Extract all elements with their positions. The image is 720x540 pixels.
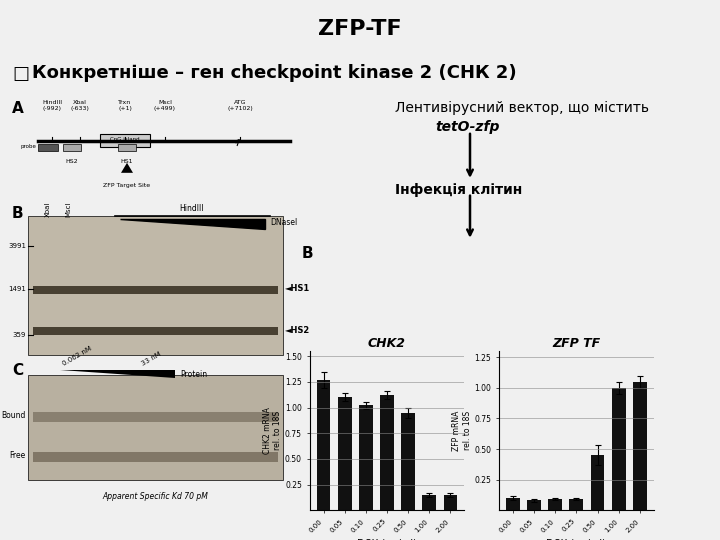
Bar: [527, 501, 541, 510]
X-axis label: DOX (ng/ml): DOX (ng/ml): [357, 539, 417, 540]
Text: tetO-zfp: tetO-zfp: [435, 120, 500, 134]
Y-axis label: ZFP mRNA
rel. to 18S: ZFP mRNA rel. to 18S: [452, 410, 472, 451]
Text: 3991: 3991: [8, 242, 26, 248]
Bar: [118, 144, 136, 151]
Bar: [401, 413, 415, 510]
Bar: [33, 412, 278, 422]
Bar: [444, 495, 457, 510]
Text: Bound: Bound: [1, 411, 26, 420]
Text: HS1: HS1: [121, 159, 133, 164]
Text: Лентивірусний вектор, що містить: Лентивірусний вектор, що містить: [395, 101, 649, 115]
Text: A: A: [12, 101, 24, 116]
Text: 0.062 nM: 0.062 nM: [62, 345, 94, 366]
Text: B: B: [12, 206, 24, 221]
Bar: [317, 380, 330, 510]
Y-axis label: CHK2 mRNA
rel. to 18S: CHK2 mRNA rel. to 18S: [263, 407, 282, 454]
Bar: [590, 455, 604, 510]
Bar: [33, 327, 278, 335]
Text: 1491: 1491: [8, 286, 26, 292]
Text: HindIII: HindIII: [180, 204, 204, 213]
Text: Mscl: Mscl: [65, 201, 71, 217]
Text: MscI
(+499): MscI (+499): [154, 100, 176, 111]
Polygon shape: [121, 163, 133, 173]
Text: □: □: [12, 65, 29, 83]
Text: CpG island: CpG island: [110, 137, 140, 143]
Bar: [33, 286, 278, 294]
Text: ATG
(+7102): ATG (+7102): [227, 100, 253, 111]
X-axis label: DOX (ng/ml): DOX (ng/ml): [546, 539, 606, 540]
Bar: [63, 144, 81, 151]
Bar: [359, 406, 373, 510]
Text: probe: probe: [20, 144, 36, 150]
Bar: [633, 382, 647, 510]
Text: 33 nM: 33 nM: [140, 350, 162, 366]
Text: DNaseI: DNaseI: [270, 218, 297, 227]
Text: HindIII
(-992): HindIII (-992): [42, 100, 62, 111]
Text: Інфекція клітин: Інфекція клітин: [395, 183, 522, 197]
Text: ZFP Target Site: ZFP Target Site: [104, 183, 150, 188]
Text: XbaI
(-633): XbaI (-633): [71, 100, 89, 111]
Polygon shape: [120, 219, 265, 229]
Bar: [506, 498, 520, 510]
Text: B: B: [302, 246, 314, 261]
Text: ◄HS2: ◄HS2: [285, 326, 310, 335]
Polygon shape: [60, 370, 175, 379]
Text: ZFP-TF: ZFP-TF: [318, 19, 402, 39]
Bar: [612, 388, 626, 510]
Text: Free: Free: [10, 451, 26, 460]
Bar: [570, 500, 583, 510]
Bar: [380, 395, 394, 510]
Text: Xbal: Xbal: [45, 201, 51, 217]
Bar: [28, 375, 283, 480]
Text: Конкретніше – ген checkpoint kinase 2 (СНК 2): Конкретніше – ген checkpoint kinase 2 (С…: [32, 64, 517, 82]
Text: ◄HS1: ◄HS1: [285, 284, 310, 293]
Text: C: C: [12, 363, 23, 379]
Text: Trxn
(+1): Trxn (+1): [118, 100, 132, 111]
Bar: [338, 397, 351, 510]
Text: Apparent Specific Kd 70 pM: Apparent Specific Kd 70 pM: [102, 492, 208, 501]
Bar: [28, 215, 283, 355]
Bar: [33, 452, 278, 462]
Bar: [38, 144, 58, 151]
Title: CHK2: CHK2: [368, 337, 406, 350]
Bar: [549, 500, 562, 510]
Bar: [100, 134, 150, 147]
Text: HS2: HS2: [66, 159, 78, 164]
Title: ZFP TF: ZFP TF: [552, 337, 600, 350]
Text: 359: 359: [13, 333, 26, 339]
Bar: [423, 495, 436, 510]
Text: Protein: Protein: [180, 370, 207, 379]
